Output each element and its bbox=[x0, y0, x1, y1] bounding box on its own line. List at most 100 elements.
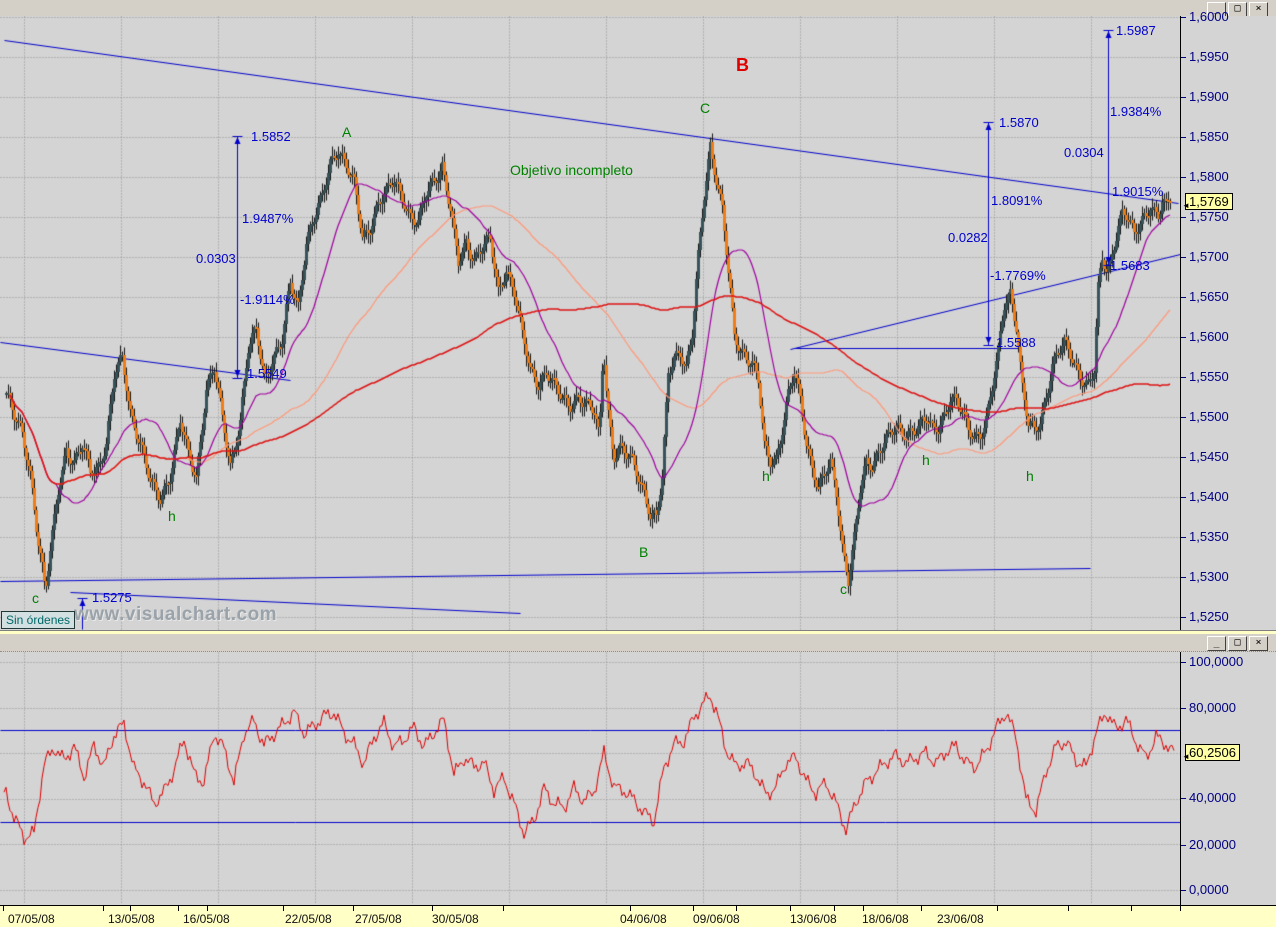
axis-tick bbox=[1181, 890, 1186, 891]
date-tick bbox=[283, 906, 284, 911]
axis-tick bbox=[1181, 845, 1186, 846]
date-tick bbox=[1068, 906, 1069, 911]
axis-label: 1,5350 bbox=[1189, 529, 1229, 544]
rsi-window-controls: _ □ × bbox=[1207, 636, 1268, 651]
measure-annotation: 1.9487% bbox=[242, 211, 294, 226]
date-label: 23/06/08 bbox=[937, 912, 984, 926]
wave-label: B bbox=[736, 55, 749, 75]
measure-annotation: 1.5588 bbox=[996, 335, 1036, 350]
wave-label: h bbox=[922, 452, 930, 468]
minimize-button[interactable]: _ bbox=[1207, 636, 1226, 651]
axis-label: 1,5300 bbox=[1189, 569, 1229, 584]
date-label: 30/05/08 bbox=[432, 912, 479, 926]
date-tick bbox=[921, 906, 922, 911]
axis-label: 1,5750 bbox=[1189, 209, 1229, 224]
wave-label: h bbox=[762, 468, 770, 484]
no-orders-label: Sin órdenes bbox=[6, 613, 71, 627]
main-chart-canvas[interactable] bbox=[0, 16, 1180, 630]
date-tick bbox=[3, 906, 4, 911]
measure-annotation: 1.9015% bbox=[1112, 184, 1164, 199]
current-rsi-value: 60,2506 bbox=[1189, 745, 1236, 760]
date-tick bbox=[353, 906, 354, 911]
date-tick bbox=[630, 906, 631, 911]
axis-tick bbox=[1181, 257, 1186, 258]
wave-label: c bbox=[32, 590, 39, 606]
current-price-value: 1,5769 bbox=[1189, 194, 1229, 209]
measure-annotation: 1.5870 bbox=[999, 115, 1039, 130]
axis-label: 1,5400 bbox=[1189, 489, 1229, 504]
current-rsi-box: 60,2506 ◄ bbox=[1182, 744, 1240, 761]
measure-annotation: 1.5275 bbox=[92, 590, 132, 605]
rsi-titlebar: RSI_EURUS RSI: 50,7085 UppperBand: 70,00… bbox=[0, 634, 1276, 665]
axis-label: 1,5800 bbox=[1189, 169, 1229, 184]
price-marker-arrow-icon: ◄ bbox=[1182, 201, 1190, 210]
axis-tick bbox=[1181, 177, 1186, 178]
close-button[interactable]: × bbox=[1249, 2, 1268, 17]
measure-annotation: 0.0303 bbox=[196, 251, 236, 266]
rsi-chart-canvas[interactable] bbox=[0, 652, 1180, 905]
axis-label: 1,5250 bbox=[1189, 609, 1229, 624]
date-tick bbox=[863, 906, 864, 911]
axis-label: 1,5700 bbox=[1189, 249, 1229, 264]
date-label: 13/06/08 bbox=[790, 912, 837, 926]
price-axis: 1,5769 ◄ 1,6000 1,5950 1,5900 1,5850 1,5800 1… bbox=[1180, 9, 1276, 630]
close-button[interactable]: × bbox=[1249, 636, 1268, 651]
measure-annotation: 1.5987 bbox=[1116, 23, 1156, 38]
axis-label: 80,0000 bbox=[1189, 700, 1236, 715]
axis-label: 1,5900 bbox=[1189, 89, 1229, 104]
measure-annotation: 1.8091% bbox=[991, 193, 1043, 208]
axis-label: 1,5550 bbox=[1189, 369, 1229, 384]
axis-tick bbox=[1181, 662, 1186, 663]
date-label: 13/05/08 bbox=[108, 912, 155, 926]
date-label: 04/06/08 bbox=[620, 912, 667, 926]
axis-label: 1,5500 bbox=[1189, 409, 1229, 424]
measure-annotation: 0.0304 bbox=[1064, 145, 1104, 160]
date-tick bbox=[178, 906, 179, 911]
date-tick bbox=[432, 906, 433, 911]
date-axis: 07/05/08 13/05/08 16/05/08 22/05/08 27/05/08… bbox=[0, 905, 1276, 927]
axis-tick bbox=[1181, 137, 1186, 138]
axis-tick bbox=[1181, 297, 1186, 298]
wave-label: h bbox=[1026, 468, 1034, 484]
date-tick bbox=[790, 906, 791, 911]
date-label: 16/05/08 bbox=[183, 912, 230, 926]
measure-annotation: 1.5683 bbox=[1110, 258, 1150, 273]
wave-label: h bbox=[168, 508, 176, 524]
maximize-button[interactable]: □ bbox=[1228, 2, 1247, 17]
axis-tick bbox=[1181, 217, 1186, 218]
panel-divider[interactable] bbox=[0, 630, 1276, 635]
date-tick bbox=[736, 906, 737, 911]
wave-label: C bbox=[700, 100, 711, 116]
price-marker-arrow-icon: ◄ bbox=[1182, 752, 1190, 761]
measure-annotation: -1.9114% bbox=[240, 292, 295, 307]
axis-tick bbox=[1181, 337, 1186, 338]
date-label: 27/05/08 bbox=[355, 912, 402, 926]
date-tick bbox=[997, 906, 998, 911]
visualchart-watermark: www.visualchart.com bbox=[74, 604, 277, 626]
no-orders-status: Sin órdenes bbox=[1, 611, 76, 629]
axis-tick bbox=[1181, 377, 1186, 378]
axis-tick bbox=[1181, 497, 1186, 498]
axis-label: 1,5650 bbox=[1189, 289, 1229, 304]
maximize-button[interactable]: □ bbox=[1228, 636, 1247, 651]
axis-tick bbox=[1181, 57, 1186, 58]
axis-label: 1,6000 bbox=[1189, 9, 1229, 24]
date-label: 22/05/08 bbox=[285, 912, 332, 926]
rsi-axis: 60,2506 ◄ 100,0000 80,0000 40,0000 20,0000 0… bbox=[1180, 652, 1276, 905]
wave-label: c bbox=[840, 581, 847, 597]
axis-tick bbox=[1181, 457, 1186, 458]
measure-annotation: 1.5549 bbox=[247, 366, 287, 381]
axis-tick bbox=[1181, 577, 1186, 578]
date-tick bbox=[834, 906, 835, 911]
axis-label: 1,5850 bbox=[1189, 129, 1229, 144]
measure-annotation: 1.9384% bbox=[1110, 104, 1162, 119]
date-tick bbox=[1131, 906, 1132, 911]
axis-label: 20,0000 bbox=[1189, 837, 1236, 852]
current-price-box: 1,5769 ◄ bbox=[1182, 193, 1233, 210]
wave-label: B bbox=[639, 544, 649, 560]
axis-label: 100,0000 bbox=[1189, 654, 1244, 669]
axis-label: 1,5600 bbox=[1189, 329, 1229, 344]
date-tick bbox=[103, 906, 104, 911]
measure-annotation: -1.7769% bbox=[990, 268, 1046, 283]
